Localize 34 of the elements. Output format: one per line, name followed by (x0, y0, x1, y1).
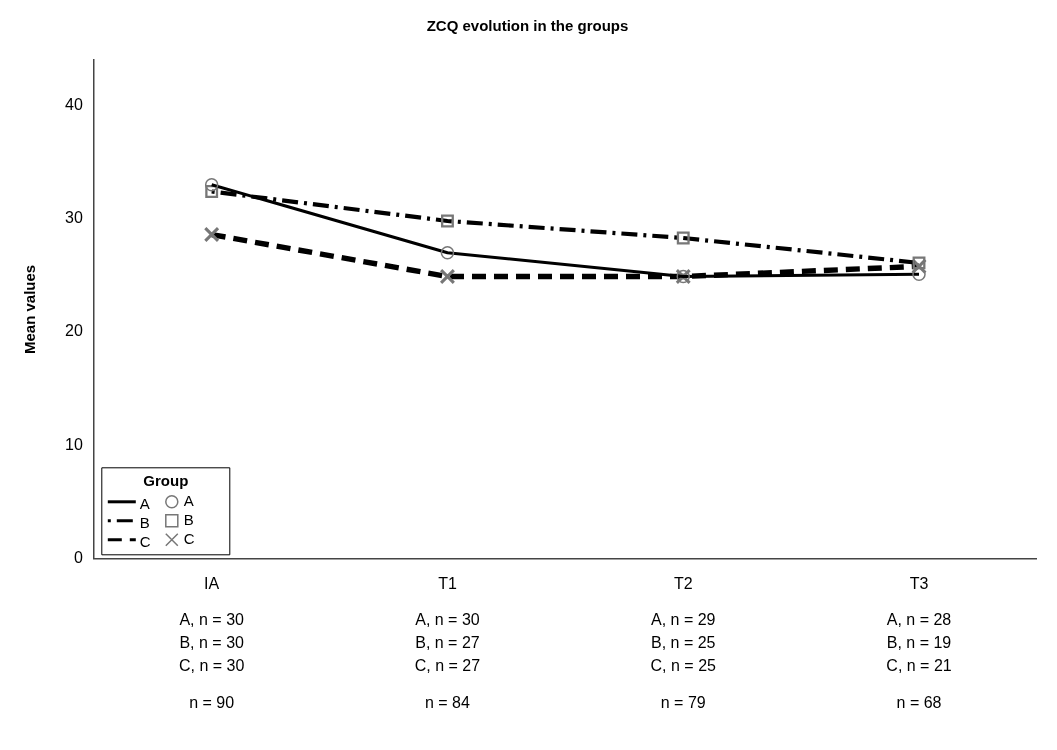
text: B, n = 19 (886, 634, 952, 652)
x-tick-label: T2 (673, 574, 693, 592)
text: A, n = 30 (179, 611, 245, 629)
text: n = 90 (189, 694, 235, 712)
text: C, n = 25 (650, 657, 717, 675)
text: A, n = 30 (415, 611, 480, 629)
text: n = 84 (424, 694, 471, 712)
y-tick-label: 40 (65, 95, 83, 113)
y-tick-label: 10 (65, 435, 83, 453)
text: B, n = 25 (650, 634, 716, 652)
x-tick-label: T1 (438, 574, 457, 592)
text: n = 68 (896, 694, 942, 712)
text: A (139, 494, 150, 512)
x-tick-label: T3 (909, 574, 929, 592)
chart-title: ZCQ evolution in the groups (426, 17, 629, 35)
text: B, n = 30 (179, 634, 245, 652)
y-tick-label: 30 (65, 209, 83, 227)
text: A, n = 29 (650, 611, 716, 629)
legend-label: B (183, 510, 194, 528)
x-tick-label: IA (204, 574, 220, 592)
legend-label: A (183, 491, 194, 509)
legend-label: C (183, 529, 195, 547)
text: B, n = 27 (415, 634, 480, 652)
text: C (139, 532, 151, 550)
text: C, n = 30 (179, 657, 245, 675)
text: C, n = 21 (886, 657, 952, 675)
y-axis-title: Mean values (21, 264, 39, 355)
legend-title: Group (143, 471, 189, 489)
y-tick-label: 20 (65, 322, 83, 340)
text: C, n = 27 (414, 657, 481, 675)
text: n = 79 (660, 694, 706, 712)
text: A, n = 28 (886, 611, 952, 629)
text: B (139, 513, 150, 531)
y-tick-label: 0 (73, 549, 83, 567)
